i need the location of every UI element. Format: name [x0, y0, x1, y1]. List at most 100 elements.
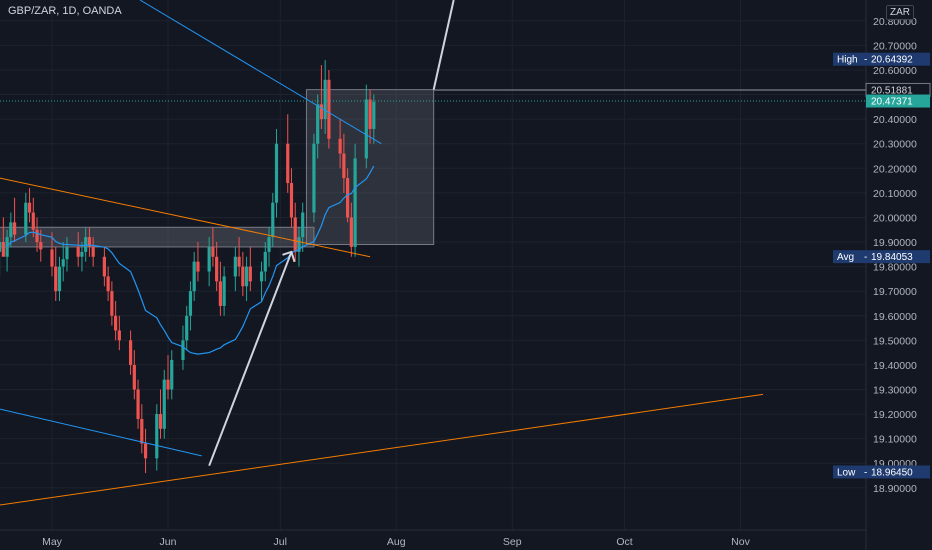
candle-body [244, 266, 249, 287]
currency-button[interactable]: ZAR [886, 5, 914, 20]
price-label-box [833, 52, 930, 66]
candle-body [143, 443, 148, 459]
candle [35, 217, 39, 252]
candle [237, 237, 241, 277]
candle [215, 242, 219, 292]
candle [65, 237, 69, 272]
candle-body [301, 212, 305, 238]
price-label-value: 20.64392 [871, 55, 913, 66]
candle-body [237, 256, 241, 267]
candle-body [196, 261, 200, 272]
candle-body [12, 222, 17, 235]
candle [132, 350, 136, 400]
candle-body [342, 153, 346, 179]
y-tick-label: 19.40000 [873, 360, 917, 372]
price-label-sep: - [864, 467, 867, 478]
candle-body [87, 237, 92, 247]
y-tick-label: 19.60000 [873, 311, 917, 323]
candle-body [136, 389, 140, 419]
projection-line-up [432, 0, 455, 90]
y-tick-label: 20.20000 [873, 163, 917, 175]
candle [289, 168, 294, 228]
price-label-high: High -20.64392 [833, 52, 930, 66]
candle-body [207, 246, 211, 272]
candle [24, 192, 28, 243]
candle-body [241, 266, 245, 287]
candle-body [185, 315, 189, 341]
x-tick-label: Jul [274, 536, 287, 548]
candle-body [211, 246, 215, 257]
support-trendline [0, 393, 764, 506]
grid-lines [0, 0, 866, 530]
candle [170, 350, 174, 400]
candle [57, 256, 62, 302]
candle-body [31, 212, 35, 230]
candle-body [9, 222, 13, 238]
price-label-name: High [837, 55, 858, 66]
candle [353, 143, 357, 257]
y-tick-label: 19.20000 [873, 409, 917, 421]
price-label-level: 20.51881 [865, 82, 931, 97]
candle-body [286, 143, 290, 184]
price-label-name: Low [837, 467, 856, 478]
candle-body [259, 271, 264, 282]
candle [50, 232, 54, 277]
y-tick-label: 19.80000 [873, 262, 917, 274]
price-label-box [833, 465, 930, 479]
candle-body [158, 414, 163, 429]
y-tick-label: 19.70000 [873, 286, 917, 298]
candle-body [274, 143, 279, 203]
candle-body [76, 246, 80, 257]
y-tick-label: 20.70000 [873, 40, 917, 52]
candles-layer [0, 60, 376, 474]
price-label-level: 20.47371 [866, 94, 930, 108]
candle-body [24, 202, 28, 235]
candle [0, 237, 2, 277]
x-tick-label: Aug [387, 536, 406, 548]
candle [136, 379, 140, 429]
candle [158, 389, 163, 439]
candle-body [248, 266, 252, 282]
candle [338, 119, 342, 169]
candle [211, 227, 215, 267]
candle [166, 355, 170, 400]
candle-body [0, 242, 2, 252]
candle [316, 94, 320, 159]
candle [110, 281, 114, 326]
x-tick-label: Nov [731, 536, 750, 548]
symbol-title: GBP/ZAR, 1D, OANDA [8, 5, 122, 17]
price-label-value: 20.47371 [871, 97, 913, 108]
candle-body [316, 104, 320, 144]
moving-average-line [6, 165, 375, 355]
candle [286, 114, 290, 193]
time-axis[interactable]: May Jun Jul Aug Sep Oct Nov [0, 529, 866, 548]
price-label-value: 19.84053 [871, 252, 913, 263]
candle-body [80, 251, 84, 257]
candle [263, 242, 267, 282]
candle [241, 251, 245, 297]
candle-body [114, 315, 118, 331]
candle-body [327, 79, 331, 139]
candle [114, 301, 118, 341]
price-label-sep: - [864, 55, 867, 66]
candle-body [54, 266, 58, 292]
candle-body [27, 202, 32, 213]
candle [181, 325, 185, 370]
candle-body [349, 217, 353, 247]
price-label-value: 18.96450 [871, 467, 913, 478]
y-tick-label: 20.10000 [873, 188, 917, 200]
candle [5, 229, 9, 272]
candle [155, 404, 159, 471]
candle [267, 227, 271, 267]
candle-body [162, 379, 166, 429]
price-axis[interactable]: 18.9000019.0000019.1000019.2000019.30000… [865, 0, 917, 550]
drawings-layer-front [0, 0, 866, 506]
candle [244, 256, 249, 302]
range-box-small [0, 226, 315, 248]
candle [342, 133, 346, 193]
candle-body [368, 99, 372, 129]
candle-body [102, 256, 106, 277]
candle [185, 305, 189, 351]
